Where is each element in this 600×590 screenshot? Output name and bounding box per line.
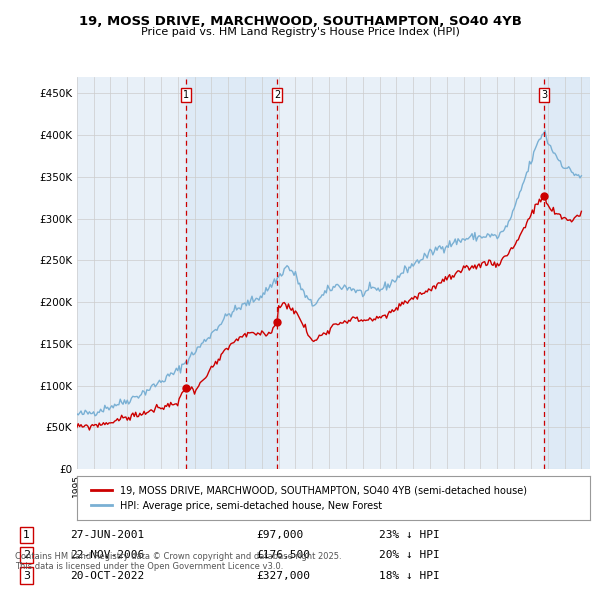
Text: 18% ↓ HPI: 18% ↓ HPI <box>379 571 439 581</box>
Text: Price paid vs. HM Land Registry's House Price Index (HPI): Price paid vs. HM Land Registry's House … <box>140 27 460 37</box>
Text: Contains HM Land Registry data © Crown copyright and database right 2025.
This d: Contains HM Land Registry data © Crown c… <box>15 552 341 571</box>
Legend: 19, MOSS DRIVE, MARCHWOOD, SOUTHAMPTON, SO40 4YB (semi-detached house), HPI: Ave: 19, MOSS DRIVE, MARCHWOOD, SOUTHAMPTON, … <box>87 482 531 514</box>
Text: 22-NOV-2006: 22-NOV-2006 <box>70 550 145 560</box>
Text: £327,000: £327,000 <box>256 571 310 581</box>
Text: 27-JUN-2001: 27-JUN-2001 <box>70 530 145 540</box>
Text: 2: 2 <box>274 90 280 100</box>
Text: 2: 2 <box>23 550 30 560</box>
Text: £97,000: £97,000 <box>256 530 304 540</box>
Bar <box>544 77 590 469</box>
Text: 1: 1 <box>23 530 30 540</box>
Text: 23% ↓ HPI: 23% ↓ HPI <box>379 530 439 540</box>
Text: 3: 3 <box>23 571 30 581</box>
Text: 1: 1 <box>183 90 189 100</box>
Text: 20% ↓ HPI: 20% ↓ HPI <box>379 550 439 560</box>
Bar <box>186 77 277 469</box>
Text: 3: 3 <box>541 90 547 100</box>
Text: 19, MOSS DRIVE, MARCHWOOD, SOUTHAMPTON, SO40 4YB: 19, MOSS DRIVE, MARCHWOOD, SOUTHAMPTON, … <box>79 15 521 28</box>
Text: £176,500: £176,500 <box>256 550 310 560</box>
Text: 20-OCT-2022: 20-OCT-2022 <box>70 571 145 581</box>
